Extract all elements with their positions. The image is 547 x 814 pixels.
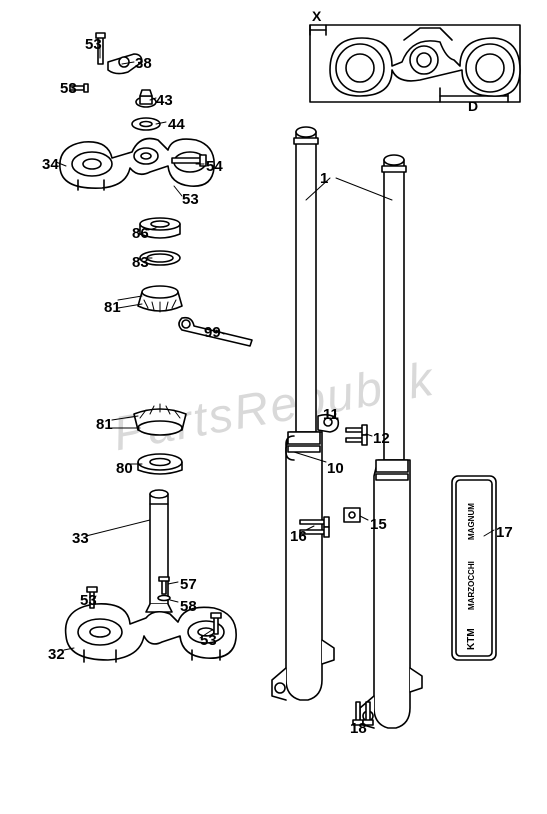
exploded-diagram: KTM MARZOCCHI MAGNUM (0, 0, 547, 814)
callout-53: 53 (200, 632, 217, 649)
callout-53: 53 (182, 191, 199, 208)
callout-38: 38 (135, 55, 152, 72)
callout-57: 57 (180, 576, 197, 593)
dimension-x: X (312, 8, 321, 24)
callout-16: 16 (290, 528, 307, 545)
callout-17: 17 (496, 524, 513, 541)
callout-86: 86 (132, 225, 149, 242)
callout-43: 43 (156, 92, 173, 109)
callout-1: 1 (320, 170, 328, 187)
callout-33: 33 (72, 530, 89, 547)
callout-53: 53 (80, 592, 97, 609)
callout-53: 53 (85, 36, 102, 53)
callout-81: 81 (104, 299, 121, 316)
callout-58: 58 (180, 598, 197, 615)
callout-44: 44 (168, 116, 185, 133)
protector-label-mid: MARZOCCHI (467, 561, 476, 610)
callout-54: 54 (206, 158, 223, 175)
protector-label-bot: MAGNUM (467, 503, 476, 540)
callout-81: 81 (96, 416, 113, 433)
callout-10: 10 (327, 460, 344, 477)
callout-12: 12 (373, 430, 390, 447)
callout-18: 18 (350, 720, 367, 737)
callout-83: 83 (132, 254, 149, 271)
callout-32: 32 (48, 646, 65, 663)
callout-15: 15 (370, 516, 387, 533)
callout-80: 80 (116, 460, 133, 477)
dimension-d: D (468, 98, 478, 114)
callout-53: 53 (60, 80, 77, 97)
callout-99: 99 (204, 324, 221, 341)
callout-34: 34 (42, 156, 59, 173)
protector-label-top: KTM (466, 628, 477, 650)
callout-11: 11 (323, 406, 339, 423)
